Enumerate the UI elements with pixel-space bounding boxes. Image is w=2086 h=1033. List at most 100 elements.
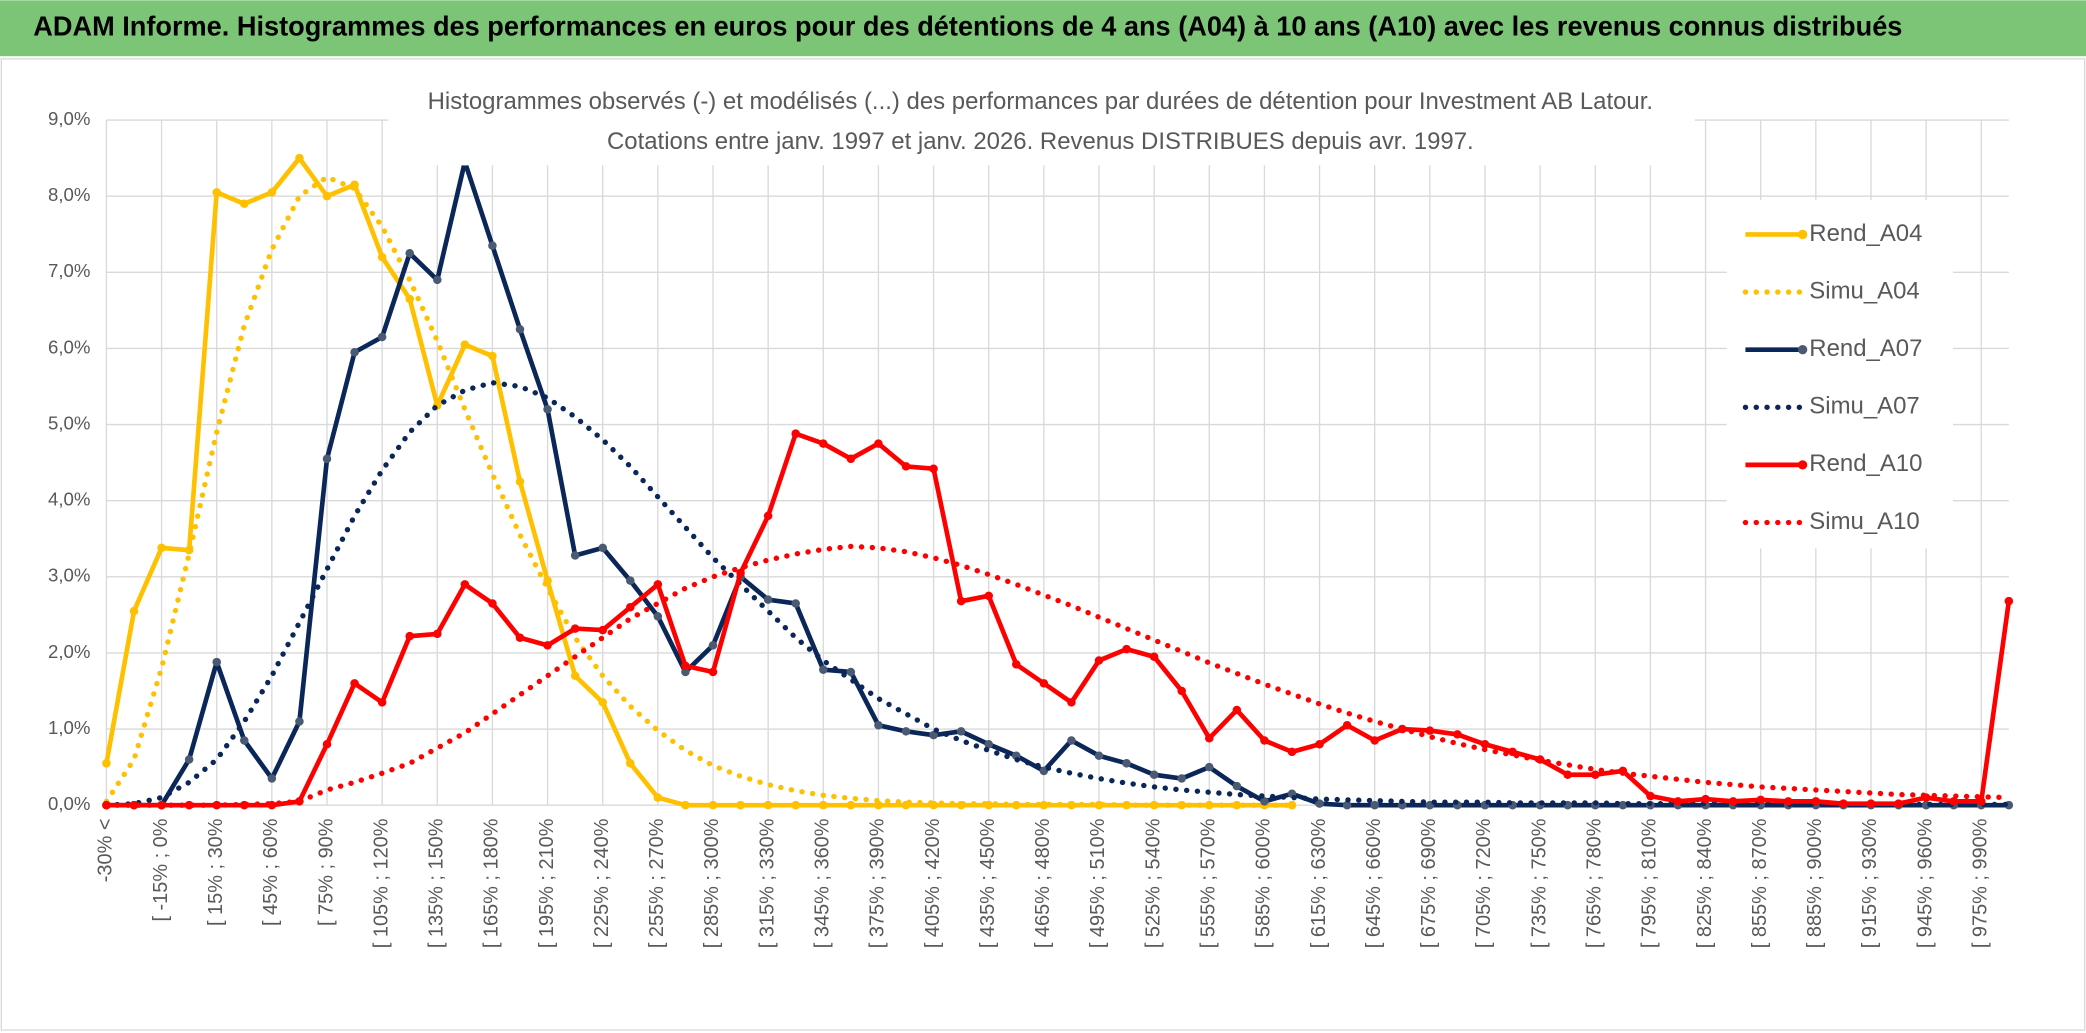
- point: [157, 543, 166, 553]
- point: [1012, 660, 1021, 669]
- point: [350, 347, 359, 357]
- point: [240, 199, 249, 209]
- point: [322, 191, 332, 201]
- point: [377, 252, 387, 262]
- point: [212, 188, 221, 197]
- point: [1205, 762, 1214, 772]
- point: [543, 405, 552, 414]
- point: [1094, 656, 1104, 665]
- x-tick-label: [ 615% ; 630%: [1308, 818, 1330, 948]
- y-tick-label: 7,0%: [48, 260, 90, 281]
- legend-label: Rend_A07: [1809, 335, 1922, 362]
- legend-label: Simu_A07: [1809, 393, 1919, 420]
- point: [1094, 751, 1104, 760]
- point: [515, 477, 525, 486]
- point: [240, 736, 249, 745]
- point: [1894, 799, 1903, 808]
- x-tick-label: [ 975% ; 990%: [1970, 818, 1992, 948]
- point: [626, 759, 635, 768]
- point: [295, 153, 304, 163]
- point: [1287, 747, 1297, 757]
- point: [433, 275, 442, 285]
- point: [681, 667, 690, 677]
- x-tick-label: [ 765% ; 780%: [1584, 818, 1606, 948]
- header-title: ADAM Informe. Histogrammes des performan…: [33, 11, 1902, 42]
- point: [102, 759, 111, 768]
- point: [405, 631, 414, 641]
- point: [1232, 781, 1242, 791]
- point: [1122, 759, 1131, 768]
- point: [1370, 800, 1379, 810]
- point: [1370, 736, 1379, 745]
- point: [1315, 740, 1324, 749]
- point: [1839, 799, 1848, 808]
- point: [984, 740, 993, 749]
- point: [1563, 770, 1572, 779]
- x-tick-label: [ 915% ; 930%: [1859, 818, 1881, 948]
- y-tick-label: 4,0%: [48, 489, 90, 510]
- point: [956, 727, 966, 736]
- x-tick-label: [ 555% ; 570%: [1198, 818, 1220, 948]
- point: [129, 606, 139, 616]
- point: [1039, 800, 1049, 810]
- point: [460, 580, 470, 589]
- x-tick-label: [ 585% ; 600%: [1253, 818, 1275, 948]
- x-tick-label: [ 165% ; 180%: [481, 818, 503, 948]
- point: [460, 340, 470, 349]
- point: [1453, 730, 1462, 739]
- point: [1177, 774, 1186, 783]
- legend-box: [1726, 199, 1953, 549]
- point: [433, 629, 442, 639]
- point: [488, 351, 497, 361]
- point: [543, 641, 552, 650]
- point: [929, 730, 938, 740]
- legend-marker: [1797, 345, 1808, 355]
- x-tick-label: [ 495% ; 510%: [1087, 818, 1109, 948]
- y-tick-label: 2,0%: [48, 641, 90, 662]
- x-tick-label: [ 75% ; 90%: [315, 818, 337, 926]
- x-tick-label: [ 345% ; 360%: [812, 818, 834, 948]
- point: [322, 454, 332, 464]
- point: [2004, 596, 2014, 606]
- point: [570, 624, 580, 633]
- point: [846, 800, 856, 810]
- point: [1260, 736, 1269, 745]
- x-tick-label: [ 315% ; 330%: [756, 818, 778, 948]
- point: [626, 576, 635, 585]
- point: [570, 671, 580, 681]
- point: [1067, 698, 1076, 707]
- chart-subtitle: Cotations entre janv. 1997 et janv. 2026…: [607, 128, 1474, 155]
- chart-title: Histogrammes observés (-) et modélisés (…: [428, 88, 1653, 115]
- point: [267, 188, 277, 197]
- point: [1618, 800, 1628, 810]
- point: [1977, 797, 1986, 806]
- x-tick-label: [ 525% ; 540%: [1142, 818, 1164, 948]
- point: [1205, 733, 1214, 743]
- point: [1260, 797, 1269, 806]
- point: [681, 800, 690, 810]
- point: [212, 657, 221, 667]
- point: [1701, 794, 1710, 804]
- point: [1149, 652, 1159, 661]
- title-backdrop: [388, 80, 1695, 166]
- x-tick-label: [ 135% ; 150%: [426, 818, 448, 948]
- point: [901, 727, 911, 736]
- point: [846, 454, 856, 464]
- series-line: [103, 174, 1295, 808]
- point: [763, 800, 773, 810]
- point: [681, 661, 690, 671]
- y-tick-label: 3,0%: [48, 565, 90, 586]
- point: [1591, 770, 1600, 779]
- point: [708, 667, 718, 677]
- legend-label: Simu_A10: [1809, 508, 1919, 535]
- point: [1149, 770, 1159, 779]
- legend-label: Simu_A04: [1809, 277, 1919, 304]
- point: [791, 800, 800, 810]
- point: [1728, 797, 1738, 806]
- point: [405, 294, 414, 304]
- point: [1646, 791, 1655, 801]
- point: [763, 595, 773, 604]
- point: [984, 591, 993, 601]
- point: [1287, 800, 1297, 810]
- point: [1480, 740, 1490, 749]
